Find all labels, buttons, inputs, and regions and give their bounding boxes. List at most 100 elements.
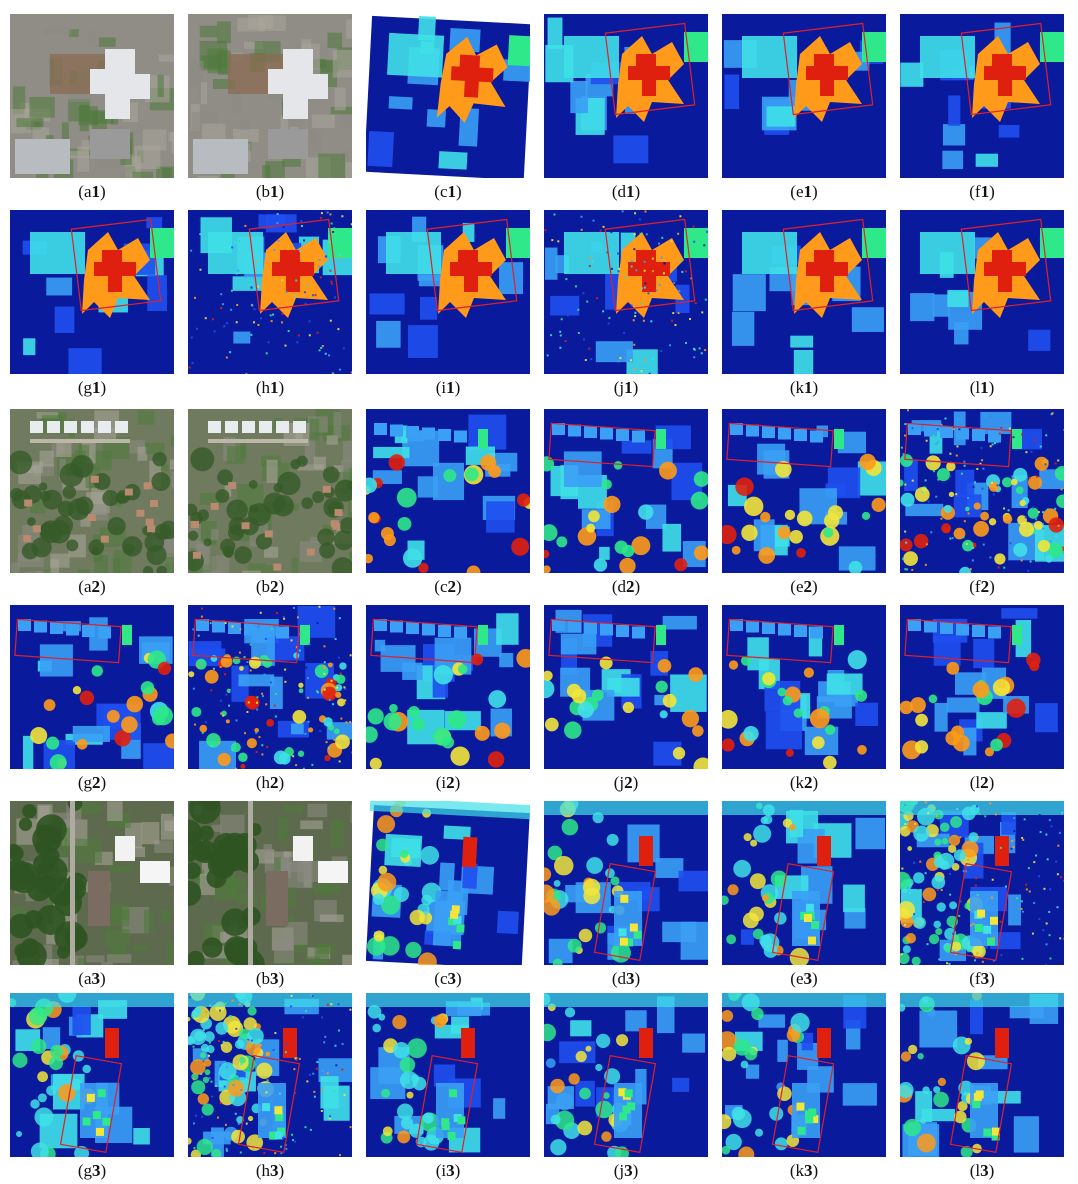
panel-caption: (l2) (969, 773, 995, 792)
region-box (949, 862, 1013, 962)
caption-number: 2 (91, 577, 101, 596)
panel-i2 (366, 605, 530, 769)
region-box (949, 1054, 1013, 1154)
panel-b3 (188, 801, 352, 965)
caption-number: 2 (980, 773, 989, 792)
height-map-image (544, 409, 708, 573)
panel-caption: (g2) (77, 773, 107, 792)
region-box (771, 862, 835, 962)
panel-caption: (e2) (790, 577, 818, 596)
panel-caption: (h3) (255, 1161, 285, 1180)
region-box (548, 618, 656, 664)
caption-letter: e (795, 182, 804, 201)
caption-letter: b (261, 577, 271, 596)
height-map-image (10, 210, 174, 374)
caption-letter: g (83, 773, 93, 792)
panel-d2 (544, 409, 708, 573)
panel-caption: (h1) (255, 378, 285, 397)
panel-j1 (544, 210, 708, 374)
region-box (59, 1054, 123, 1154)
caption-number: 2 (446, 773, 455, 792)
panel-caption: (f3) (969, 969, 995, 988)
region-box (782, 22, 874, 116)
panel-g3 (10, 993, 174, 1157)
caption-letter: k (795, 378, 805, 397)
panel-h1 (188, 210, 352, 374)
height-map-image (722, 210, 886, 374)
panel-caption: (c2) (434, 577, 462, 596)
caption-number: 2 (92, 773, 101, 792)
panel-caption: (a1) (78, 182, 106, 201)
caption-number: 3 (446, 1161, 455, 1180)
caption-number: 1 (270, 378, 279, 397)
caption-number: 2 (980, 577, 990, 596)
panel-caption: (d3) (611, 969, 641, 988)
panel-caption: (d2) (611, 577, 641, 596)
panel-h2 (188, 605, 352, 769)
caption-letter: c (439, 577, 448, 596)
caption-number: 3 (270, 1161, 279, 1180)
caption-number: 3 (624, 1161, 633, 1180)
panel-caption: (f1) (969, 182, 995, 201)
height-map-image (188, 993, 352, 1157)
region-box (370, 618, 478, 664)
region-box (70, 218, 162, 312)
panel-h3 (188, 993, 352, 1157)
caption-number: 3 (270, 969, 279, 988)
height-map-image (366, 210, 530, 374)
caption-letter: e (795, 577, 804, 596)
caption-letter: e (795, 969, 804, 988)
satellite-image (188, 801, 352, 965)
panel-caption: (e3) (790, 969, 818, 988)
height-map-image (722, 605, 886, 769)
panel-l3 (900, 993, 1064, 1157)
caption-number: 3 (980, 969, 990, 988)
height-map-image (722, 409, 886, 573)
panel-caption: (c1) (434, 182, 462, 201)
panel-caption: (a3) (78, 969, 106, 988)
region-box (548, 422, 656, 468)
region-box (593, 1054, 657, 1154)
height-map-image (900, 14, 1064, 178)
panel-f1 (900, 14, 1064, 178)
region-box (426, 218, 518, 312)
caption-number: 3 (804, 1161, 813, 1180)
region-box (726, 618, 834, 664)
panel-k2 (722, 605, 886, 769)
height-map-image (366, 605, 530, 769)
caption-number: 3 (803, 969, 813, 988)
panel-caption: (b2) (255, 577, 285, 596)
panel-c3 (366, 801, 530, 965)
region-box (192, 618, 300, 664)
panel-k1 (722, 210, 886, 374)
region-box (904, 618, 1012, 664)
caption-number: 1 (626, 182, 635, 201)
panel-i3 (366, 993, 530, 1157)
height-map-image (722, 14, 886, 178)
region-box (14, 618, 122, 664)
panel-caption: (d1) (611, 182, 641, 201)
caption-number: 3 (92, 1161, 101, 1180)
caption-letter: f (974, 969, 981, 988)
height-map-image (366, 409, 530, 573)
region-box (415, 1054, 479, 1154)
caption-letter: l (975, 773, 981, 792)
caption-letter: g (83, 1161, 93, 1180)
panel-caption: (k2) (789, 773, 819, 792)
caption-letter: h (261, 1161, 271, 1180)
panel-caption: (g3) (77, 1161, 107, 1180)
panel-caption: (i3) (435, 1161, 461, 1180)
panel-caption: (i1) (435, 378, 461, 397)
caption-letter: i (441, 773, 447, 792)
caption-letter: a (83, 182, 92, 201)
height-map-image (900, 605, 1064, 769)
caption-letter: a (83, 969, 92, 988)
panel-d1 (544, 14, 708, 178)
caption-letter: d (617, 969, 627, 988)
panel-j3 (544, 993, 708, 1157)
panel-caption: (j1) (613, 378, 639, 397)
caption-letter: l (975, 378, 981, 397)
panel-c2 (366, 409, 530, 573)
height-map-image (10, 605, 174, 769)
